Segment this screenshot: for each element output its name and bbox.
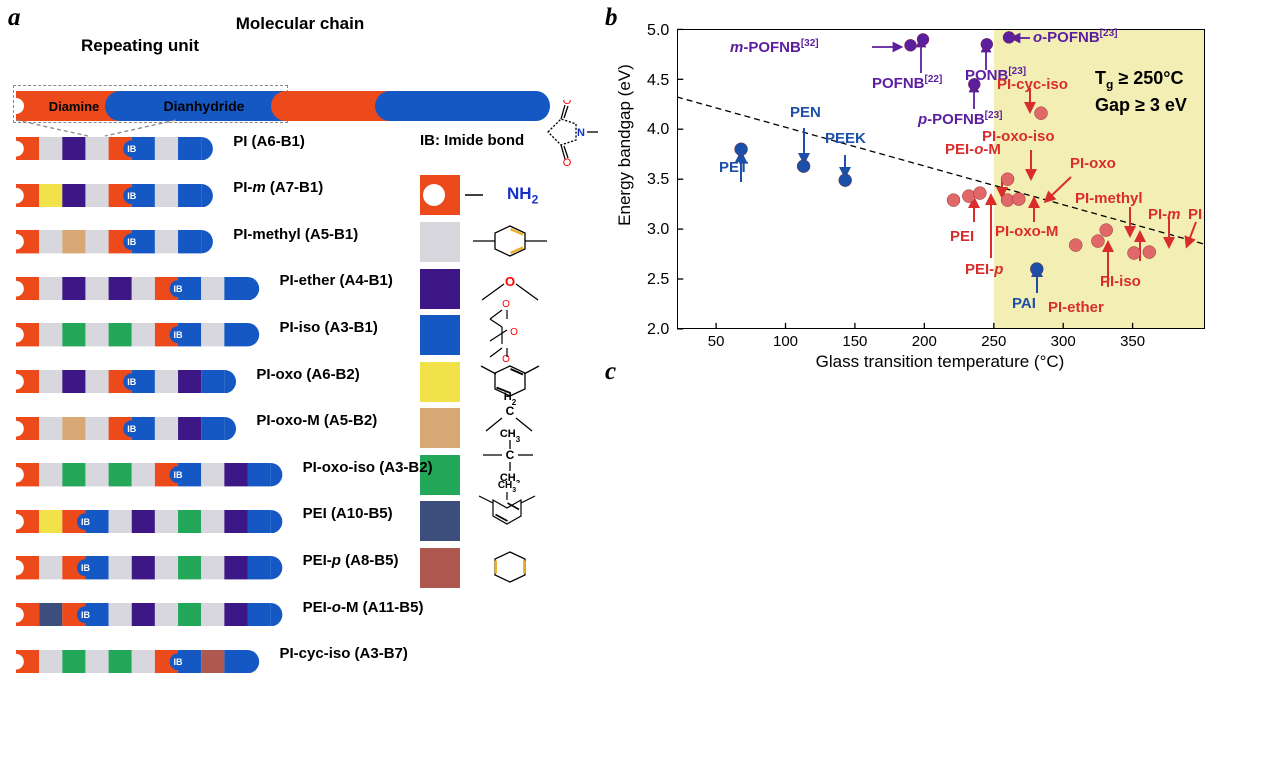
svg-text:IB: IB	[127, 424, 137, 434]
svg-text:C: C	[505, 448, 514, 462]
svg-text:Diamine: Diamine	[49, 99, 100, 114]
svg-text:IB: IB	[174, 284, 184, 294]
svg-text:IB: IB	[81, 610, 91, 620]
svg-text:O: O	[510, 327, 518, 338]
svg-text:O: O	[563, 157, 572, 168]
svg-text:IB: IB	[127, 237, 137, 247]
svg-text:N: N	[577, 127, 585, 139]
svg-text:IB: IB	[127, 191, 137, 201]
svg-text:Dianhydride: Dianhydride	[164, 98, 245, 114]
svg-text:CH3: CH3	[497, 480, 515, 494]
svg-text:IB: IB	[81, 564, 91, 574]
svg-text:O: O	[563, 100, 572, 107]
svg-text:IB: IB	[174, 331, 184, 341]
svg-text:IB: IB	[127, 377, 137, 387]
svg-text:O: O	[505, 274, 515, 289]
svg-text:IB: IB	[174, 657, 184, 667]
svg-text:O: O	[502, 299, 510, 310]
svg-text:C: C	[505, 404, 514, 418]
svg-text:IB: IB	[127, 144, 137, 154]
svg-text:IB: IB	[81, 517, 91, 527]
svg-text:IB: IB	[174, 470, 184, 480]
